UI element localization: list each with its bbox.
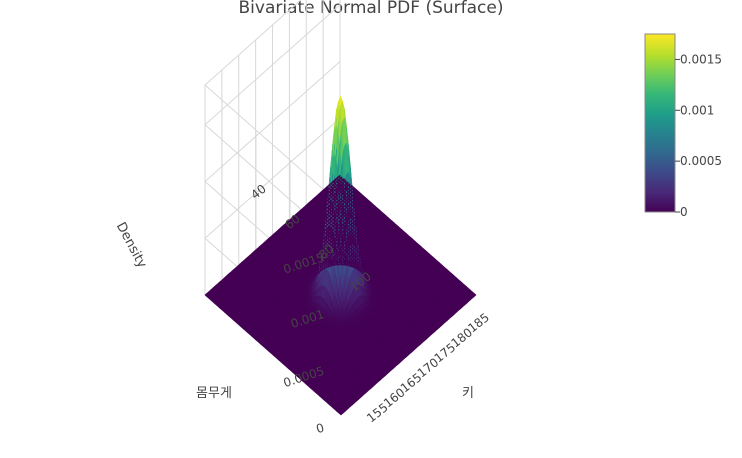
surface — [204, 95, 477, 416]
colorbar-tick-label: 0.001 — [680, 103, 714, 117]
colorbar-tick-label: 0.0015 — [680, 52, 722, 66]
colorbar-gradient — [644, 33, 676, 213]
chart-title: Bivariate Normal PDF (Surface) — [239, 0, 504, 18]
colorbar-tick-label: 0.0005 — [680, 154, 722, 168]
plot-scene: 40608010015516016517017518018500.00050.0… — [113, 0, 492, 436]
z-tick-label: 0 — [314, 421, 326, 437]
colorbar: 0 0.0005 0.001 0.0015 — [644, 33, 722, 219]
z-axis-title: Density — [113, 220, 150, 271]
colorbar-tick-label: 0 — [680, 205, 688, 219]
x-axis-title: 키 — [462, 386, 474, 401]
y-axis-title: 몸무게 — [196, 386, 232, 401]
